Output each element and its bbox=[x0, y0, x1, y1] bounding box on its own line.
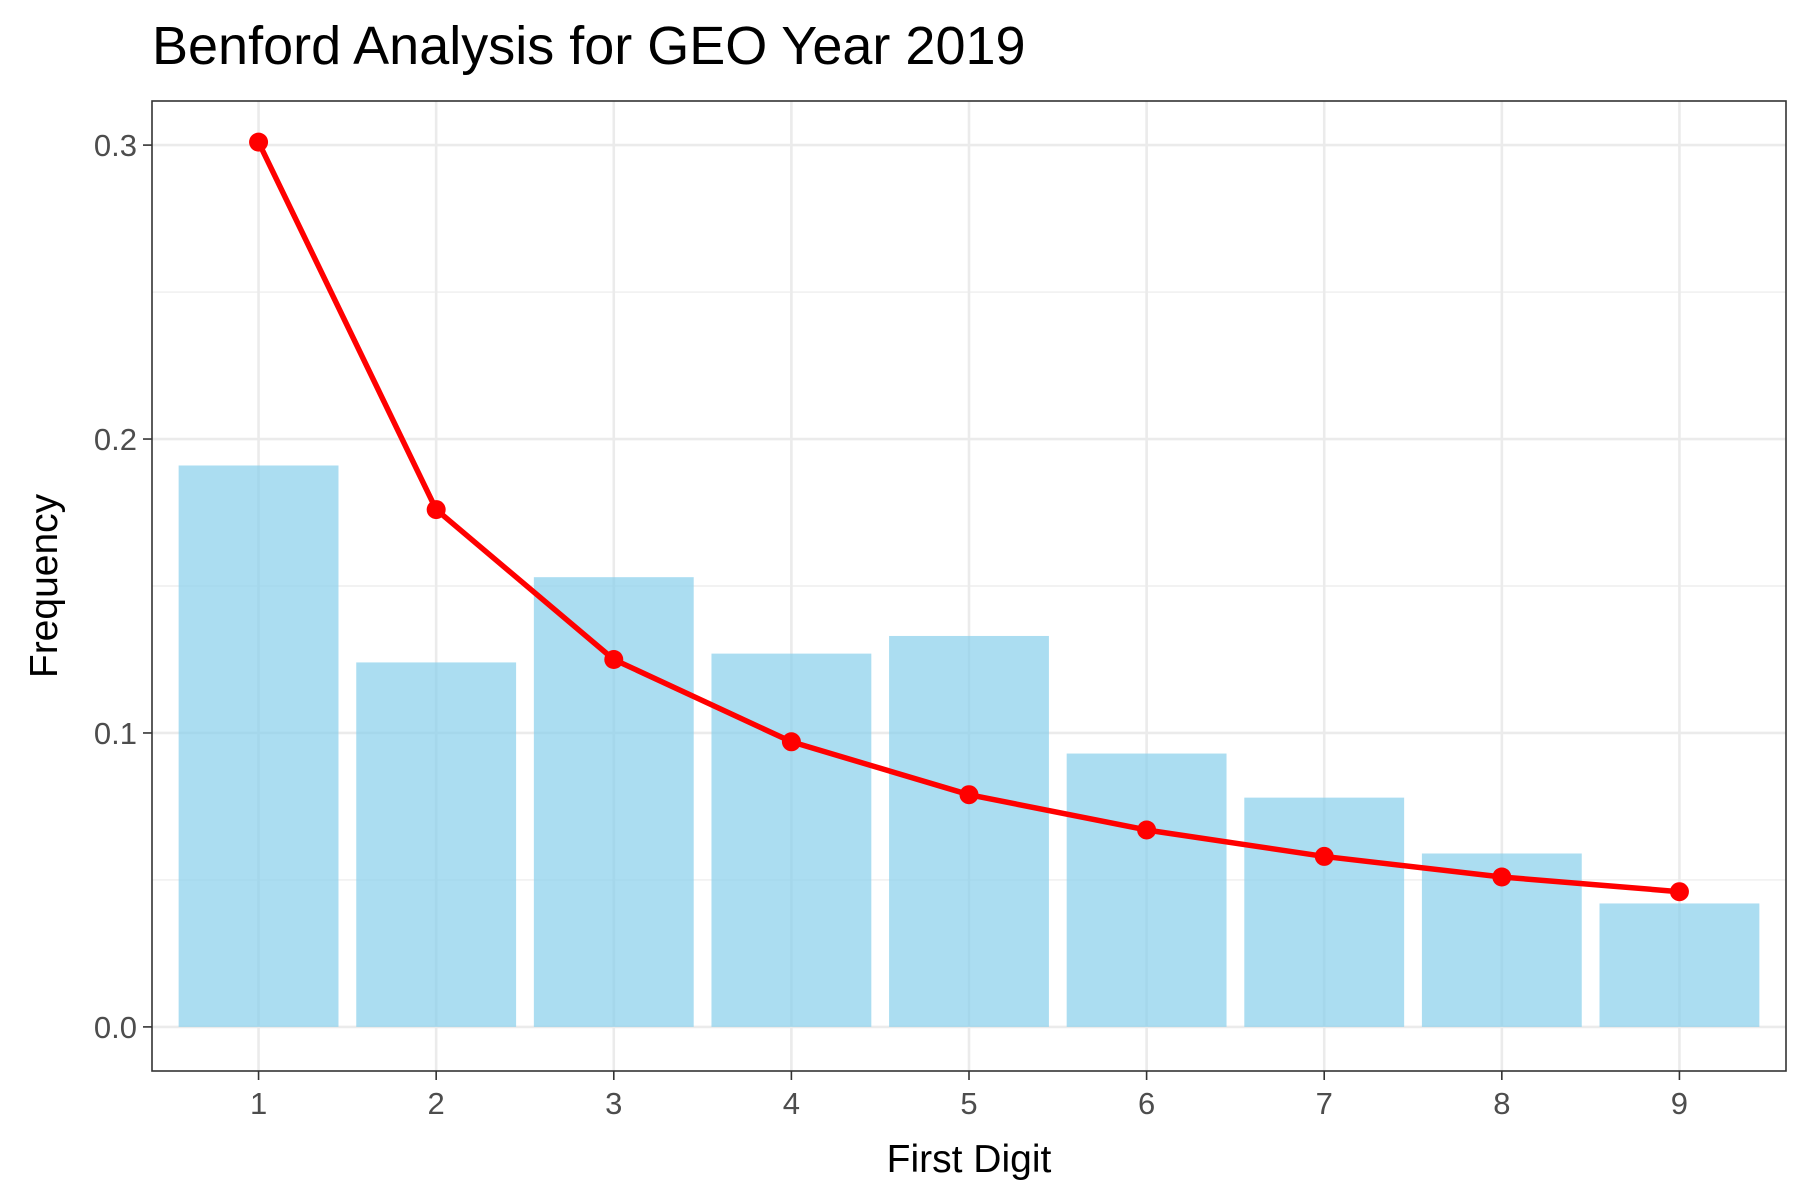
x-tick-label: 1 bbox=[250, 1086, 267, 1121]
benford-point-digit-5 bbox=[959, 785, 979, 805]
x-axis-title: First Digit bbox=[887, 1138, 1052, 1181]
x-axis-ticks: 1 2 3 4 5 6 7 8 9 bbox=[250, 1071, 1688, 1121]
x-tick-label: 3 bbox=[605, 1086, 622, 1121]
x-tick-label: 6 bbox=[1138, 1086, 1155, 1121]
bar-digit-4 bbox=[711, 653, 872, 1027]
y-tick-label: 0.0 bbox=[94, 1010, 137, 1045]
bar-digit-3 bbox=[533, 577, 694, 1027]
y-tick-label: 0.1 bbox=[94, 716, 137, 751]
bar-digit-9 bbox=[1599, 903, 1760, 1027]
bar-digit-2 bbox=[356, 662, 517, 1027]
benford-point-digit-1 bbox=[249, 132, 269, 152]
bar-digit-6 bbox=[1066, 753, 1227, 1027]
benford-point-digit-9 bbox=[1669, 882, 1689, 902]
y-axis-title: Frequency bbox=[23, 493, 66, 678]
benford-point-digit-6 bbox=[1137, 820, 1157, 840]
benford-point-digit-7 bbox=[1314, 846, 1334, 866]
bar-digit-5 bbox=[889, 635, 1049, 1027]
y-tick-label: 0.2 bbox=[94, 422, 137, 457]
bar-digit-1 bbox=[178, 465, 339, 1027]
y-tick-label: 0.3 bbox=[94, 128, 137, 163]
benford-point-digit-8 bbox=[1492, 867, 1512, 887]
x-tick-label: 8 bbox=[1493, 1086, 1510, 1121]
chart-title: Benford Analysis for GEO Year 2019 bbox=[152, 16, 1026, 76]
bar-digit-7 bbox=[1244, 797, 1405, 1027]
benford-point-digit-3 bbox=[604, 649, 624, 669]
x-tick-label: 2 bbox=[428, 1086, 445, 1121]
benford-line-series bbox=[249, 132, 1689, 902]
benford-point-digit-4 bbox=[781, 732, 801, 752]
x-tick-label: 9 bbox=[1671, 1086, 1688, 1121]
x-tick-label: 5 bbox=[960, 1086, 977, 1121]
benford-point-digit-2 bbox=[426, 500, 446, 520]
x-tick-label: 4 bbox=[783, 1086, 800, 1121]
y-axis-ticks: 0.0 0.1 0.2 0.3 bbox=[94, 128, 152, 1045]
x-tick-label: 7 bbox=[1316, 1086, 1333, 1121]
